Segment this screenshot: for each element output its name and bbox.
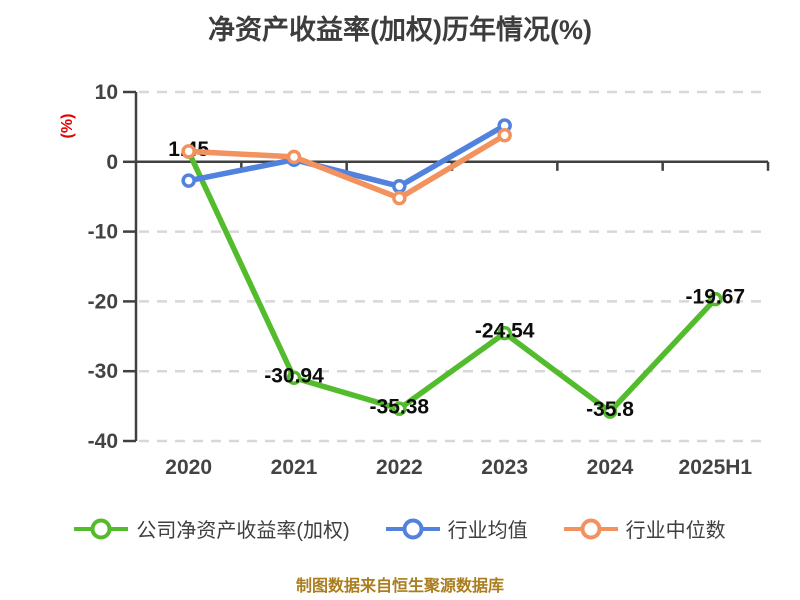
x-tick-label: 2025H1 [679, 456, 753, 479]
data-point[interactable] [708, 291, 723, 307]
data-point-label: -19.67 [686, 286, 746, 309]
data-point-label: -35.8 [586, 398, 634, 421]
y-tick-label: -30 [88, 360, 118, 383]
legend-item-company-roe[interactable]: 公司净资产收益率(加权) [74, 514, 350, 543]
data-point[interactable] [392, 190, 407, 206]
legend-marker-orange-icon [563, 518, 618, 540]
data-point[interactable] [602, 404, 618, 419]
x-tick-label: 2020 [165, 456, 212, 479]
x-tick-label: 2021 [271, 456, 318, 479]
legend-label-industry-median: 行业中位数 [625, 520, 726, 542]
y-tick-label: -20 [88, 290, 118, 313]
data-point[interactable] [286, 370, 302, 386]
chart-title: 净资产收益率(加权)历年情况(%) [208, 15, 592, 45]
data-point[interactable] [497, 128, 512, 143]
data-point-label: -30.94 [264, 364, 324, 387]
data-point[interactable] [392, 401, 407, 417]
legend-marker-green-icon [74, 518, 129, 540]
data-point[interactable] [181, 173, 196, 188]
legend-label-company-roe: 公司净资产收益率(加权) [136, 520, 350, 542]
series-line-0 [185, 148, 719, 415]
legend-marker-blue-icon [385, 518, 440, 540]
series-line-1 [185, 122, 508, 189]
x-tick-label: 2022 [376, 456, 423, 479]
data-point[interactable] [497, 325, 512, 341]
data-point-label: -35.38 [370, 395, 430, 418]
x-tick-label: 2024 [587, 456, 634, 479]
data-point[interactable] [392, 178, 407, 194]
data-source-note: 制图数据来自恒生聚源数据库 [295, 578, 504, 595]
legend-label-industry-mean: 行业均值 [447, 520, 528, 542]
data-point[interactable] [181, 144, 196, 159]
x-tick-label: 2023 [481, 456, 528, 479]
data-point[interactable] [286, 149, 302, 165]
chart-legend: 公司净资产收益率(加权) 行业均值 行业中位数 [0, 514, 800, 543]
y-tick-label: 0 [106, 151, 118, 174]
legend-item-industry-mean[interactable]: 行业均值 [385, 514, 528, 543]
data-point-label: -24.54 [475, 320, 535, 343]
y-tick-label: -40 [88, 430, 118, 453]
series-line-2 [185, 132, 508, 201]
y-axis-unit-label: (%) [59, 114, 76, 139]
y-tick-label: 10 [95, 81, 118, 104]
legend-item-industry-median[interactable]: 行业中位数 [563, 514, 726, 543]
roe-line-chart: 10 0 -10 -20 -30 -40 2020 2021 2022 2023 2024 2025H… [59, 81, 770, 479]
y-tick-label: -10 [88, 221, 118, 244]
